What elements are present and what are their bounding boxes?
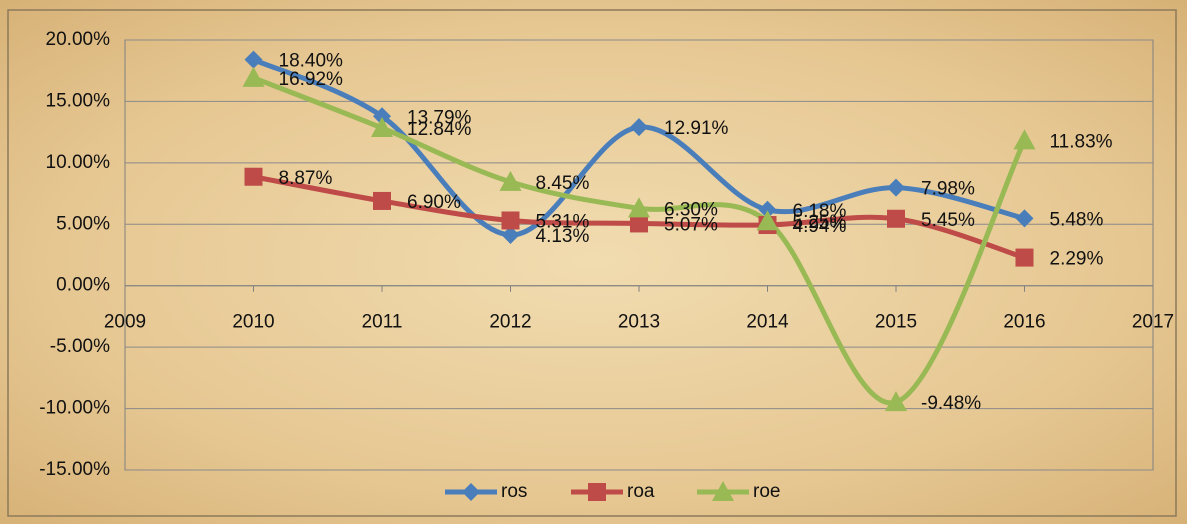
chart-border (7, 9, 1177, 517)
marker (885, 391, 907, 412)
marker (1013, 129, 1036, 150)
marker (462, 483, 480, 501)
legend-label: ros (501, 481, 527, 502)
x-tick-label: 2012 (489, 312, 531, 333)
y-tick-label: -5.00% (50, 336, 110, 357)
marker (756, 210, 779, 231)
marker (630, 214, 648, 233)
data-label: 13.79% (407, 107, 472, 128)
data-label: 8.87% (279, 168, 333, 189)
marker (244, 50, 263, 69)
marker (501, 225, 520, 244)
x-tick-label: 2011 (362, 312, 403, 333)
series-line (252, 75, 1027, 406)
marker (758, 200, 777, 219)
data-label: 16.92% (279, 69, 344, 90)
y-tick-label: 10.00% (46, 152, 111, 173)
marker (887, 209, 905, 228)
data-label: 5.31% (536, 211, 590, 232)
data-label: 8.45% (536, 173, 590, 194)
y-tick-label: 15.00% (46, 90, 111, 111)
marker (1015, 248, 1034, 267)
marker (887, 178, 905, 197)
y-tick-label: -10.00% (39, 398, 110, 419)
data-label: 11.83% (1050, 131, 1113, 152)
marker (242, 66, 265, 87)
data-label: 6.18% (793, 201, 847, 222)
marker (373, 107, 391, 126)
data-label: 5.45% (921, 210, 975, 231)
data-label: -9.48% (921, 393, 981, 414)
data-label: 5.07% (664, 214, 718, 235)
data-label: 12.84% (407, 119, 472, 140)
x-tick-label: 2016 (1003, 312, 1045, 333)
y-tick-label: -15.00% (39, 459, 110, 480)
x-tick-label: 2015 (875, 312, 917, 333)
data-label: 4.94% (793, 216, 847, 237)
y-tick-label: 5.00% (56, 213, 110, 234)
x-tick-label: 2010 (232, 312, 274, 333)
data-label: 6.30% (664, 199, 718, 220)
legend-label: roe (753, 481, 780, 502)
data-label: 4.13% (536, 226, 590, 247)
data-label: 12.91% (664, 118, 729, 139)
y-tick-label: 0.00% (56, 275, 110, 296)
data-label: 2.29% (1050, 249, 1104, 270)
marker (244, 167, 263, 186)
legend-label: roa (627, 481, 655, 502)
marker (628, 197, 650, 218)
data-label: 5.25% (793, 212, 847, 233)
marker (712, 481, 734, 501)
data-label: 5.48% (1050, 209, 1104, 230)
data-label: 7.98% (921, 179, 975, 200)
x-tick-label: 2013 (618, 312, 660, 333)
marker (1015, 209, 1034, 228)
data-label: 6.90% (407, 192, 461, 213)
marker (371, 116, 393, 137)
marker (588, 483, 606, 501)
marker (499, 170, 522, 191)
x-tick-label: 2009 (104, 312, 146, 333)
marker (373, 191, 391, 210)
marker (630, 118, 648, 137)
y-tick-label: 20.00% (46, 29, 111, 50)
data-label: 18.40% (279, 51, 344, 72)
x-tick-label: 2017 (1132, 312, 1174, 333)
x-tick-label: 2014 (746, 312, 789, 333)
marker (501, 211, 520, 230)
